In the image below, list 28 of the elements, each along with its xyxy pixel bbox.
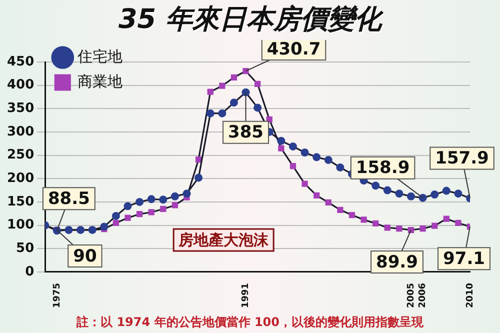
annotation: 90 xyxy=(73,246,97,266)
y-tick-label: 100 xyxy=(6,218,34,233)
y-tick-label: 200 xyxy=(6,171,34,186)
annotation: 89.9 xyxy=(376,252,418,272)
legend-label: 商業地 xyxy=(78,72,123,90)
y-tick-label: 400 xyxy=(6,78,34,93)
x-tick-label: 2005 xyxy=(406,282,416,308)
x-tick-label: 2006 xyxy=(418,282,428,308)
annotation: 430.7 xyxy=(266,39,321,60)
x-tick-label: 2010 xyxy=(465,282,476,308)
x-tick-label: 1975 xyxy=(52,282,62,308)
annotation: 房地產大泡沫 xyxy=(178,230,270,249)
annotation: 385 xyxy=(228,122,264,143)
y-tick-label: 150 xyxy=(6,194,34,210)
legend-label: 住宅地 xyxy=(76,47,123,66)
annotation: 88.5 xyxy=(48,189,90,210)
y-tick-label: 450 xyxy=(6,54,34,70)
x-tick-label: 1991 xyxy=(241,282,252,308)
y-tick-label: 300 xyxy=(6,124,34,140)
chart-title: 35 年來日本房價變化 xyxy=(118,3,384,37)
text: 註：以 1974 年的公告地價當作 100，以後的變化則用指數呈現 xyxy=(76,315,424,330)
annotation: 157.9 xyxy=(435,148,489,169)
annotation: 158.9 xyxy=(356,158,410,178)
annotation: 97.1 xyxy=(443,249,485,270)
y-tick-label: 0 xyxy=(25,264,34,280)
y-tick-label: 50 xyxy=(16,241,34,256)
y-tick-label: 350 xyxy=(6,101,34,116)
y-tick-label: 250 xyxy=(6,148,34,163)
